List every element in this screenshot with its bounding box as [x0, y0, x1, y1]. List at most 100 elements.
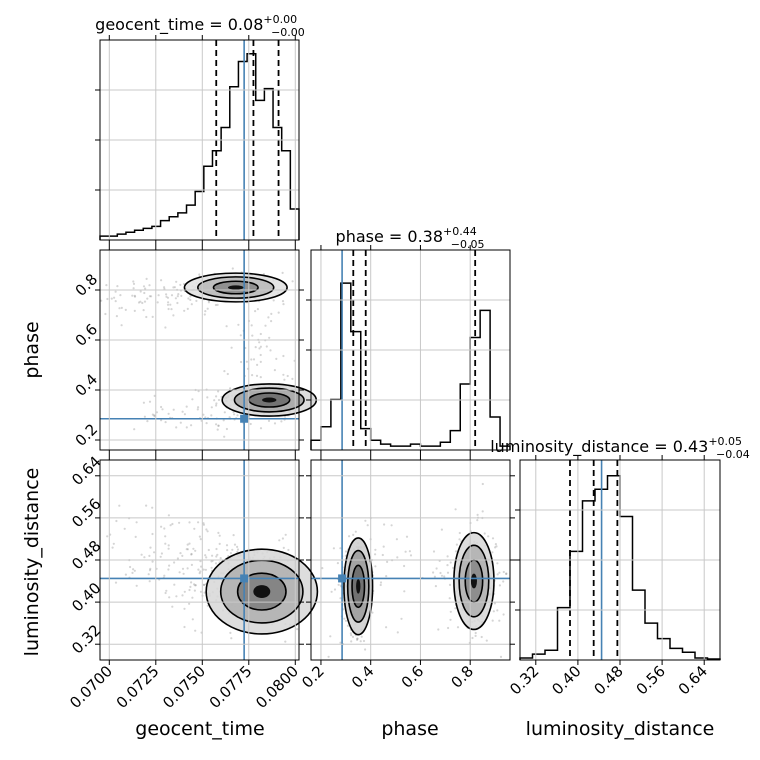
sample-point [186, 567, 189, 570]
sample-point [142, 401, 145, 404]
plot-data [99, 40, 721, 660]
sample-point [210, 566, 213, 569]
sample-point [139, 300, 142, 303]
truth-marker [240, 414, 249, 423]
sample-point [132, 280, 135, 283]
sample-point [217, 424, 220, 427]
contour-peak [253, 585, 271, 599]
sample-point [217, 390, 220, 393]
sample-point [203, 313, 206, 316]
sample-point [454, 550, 458, 553]
sample-point [181, 554, 184, 558]
sample-point [278, 539, 281, 542]
sample-point [281, 300, 285, 303]
sample-point [178, 571, 181, 574]
sample-point [132, 282, 136, 285]
sample-point [474, 634, 477, 638]
sample-point [356, 638, 359, 642]
sample-point [496, 573, 499, 576]
sample-point [440, 574, 444, 577]
sample-point [160, 279, 163, 282]
sample-point [374, 565, 377, 568]
sample-point [284, 533, 287, 536]
sample-point [164, 421, 167, 424]
sample-point [346, 624, 349, 627]
sample-point [356, 637, 359, 640]
sample-point [210, 414, 213, 417]
sample-point [379, 583, 382, 587]
sample-point [256, 308, 259, 311]
title-plus: +0.05 [708, 435, 742, 448]
sample-point [364, 648, 367, 651]
sample-point [163, 286, 166, 289]
sample-point [135, 584, 138, 587]
sample-point [142, 309, 145, 312]
sample-point [148, 295, 151, 298]
sample-point [172, 314, 175, 317]
sample-point [214, 562, 218, 565]
sample-point [291, 377, 294, 380]
sample-point [183, 607, 186, 610]
sample-point [403, 590, 406, 593]
sample-point [159, 555, 162, 558]
sample-point [174, 297, 177, 300]
sample-point [258, 341, 261, 344]
sample-point [264, 324, 267, 327]
sample-point [229, 387, 232, 390]
sample-point [383, 523, 386, 526]
sample-point [339, 641, 342, 644]
sample-point [153, 414, 156, 417]
sample-point [147, 573, 150, 576]
sample-point [252, 358, 256, 361]
tick-label-x-luminosity_distance: 0.32 [506, 662, 542, 698]
sample-point [281, 537, 284, 540]
sample-point [149, 567, 152, 571]
sample-point [351, 635, 355, 639]
sample-point [115, 315, 118, 318]
sample-point [124, 573, 127, 576]
sample-point [256, 363, 259, 366]
title-equals: = [649, 437, 673, 456]
sample-point [167, 307, 170, 311]
sample-point [366, 524, 369, 527]
sample-point [233, 543, 237, 546]
sample-point [204, 310, 207, 313]
sample-point [491, 537, 495, 540]
sample-point [215, 404, 218, 407]
sample-point [170, 294, 174, 297]
sample-point [173, 583, 176, 586]
sample-point [186, 307, 189, 310]
sample-point [360, 635, 363, 638]
sample-point [481, 510, 484, 513]
sample-point [233, 413, 236, 416]
sample-point [223, 411, 226, 414]
sample-point [112, 542, 115, 545]
sample-point [403, 564, 406, 568]
panel-frame [310, 249, 511, 451]
sample-point [228, 416, 231, 419]
title-value: 0.08 [228, 15, 264, 34]
sample-point [379, 581, 383, 584]
contour-peak [227, 285, 244, 290]
tick-label-x-geocent_time: 0.0775 [206, 662, 256, 712]
sample-point [123, 527, 126, 530]
sample-point [206, 396, 209, 399]
sample-point [216, 553, 219, 556]
sample-point [175, 595, 178, 598]
sample-point [190, 552, 193, 556]
sample-point [137, 301, 141, 304]
sample-point [254, 310, 257, 313]
sample-point [259, 360, 262, 363]
sample-point [352, 533, 355, 537]
sample-point [151, 506, 154, 509]
tick-label-x-luminosity_distance: 0.56 [633, 662, 669, 698]
sample-point [143, 300, 147, 303]
sample-point [144, 287, 147, 290]
sample-point [254, 346, 257, 349]
sample-point [269, 349, 272, 352]
sample-point [437, 628, 440, 631]
sample-point [396, 631, 399, 634]
sample-point [339, 597, 342, 600]
sample-point [120, 306, 123, 309]
sample-point [498, 619, 501, 622]
